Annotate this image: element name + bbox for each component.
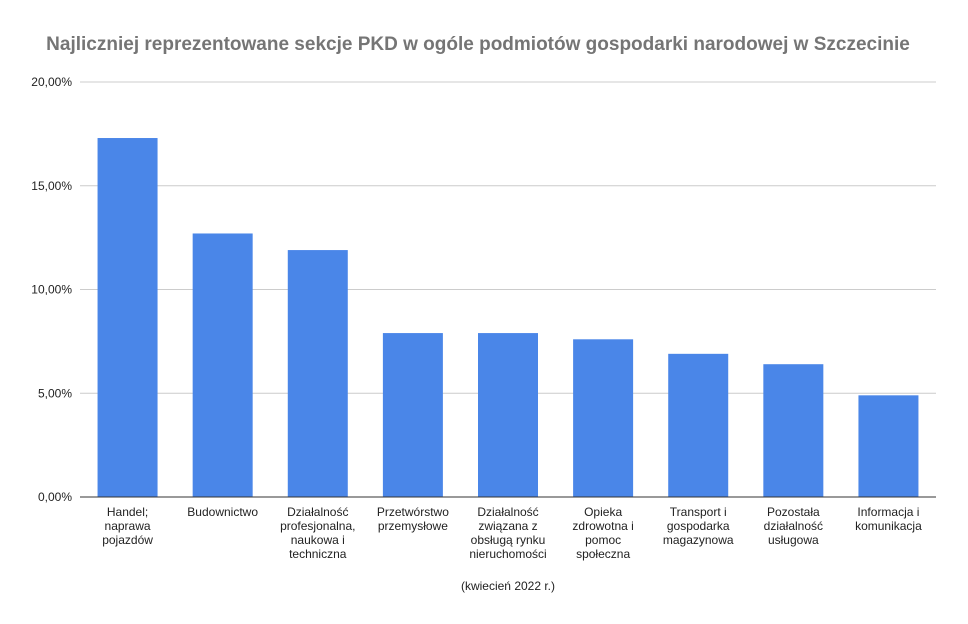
y-tick-label: 10,00% [31,283,72,297]
x-tick-label: Transport i gospodarka magazynowa [663,505,734,547]
y-tick-label: 5,00% [38,386,72,400]
x-tick-label: Opieka zdrowotna i pomoc społeczna [572,505,633,561]
x-tick-label: Działalność profesjonalna, naukowa i techni… [280,505,355,561]
bar [858,395,919,497]
bar [287,250,348,497]
x-tick-label: Działalność związana z obsługą rynku nieruc… [469,505,546,561]
bar [763,364,824,497]
bar [192,233,253,497]
x-tick-label: Budownictwo [187,505,258,519]
x-tick-label: Informacja i komunikacja [855,505,922,533]
x-axis-label: (kwiecień 2022 r.) [461,579,555,593]
bar [382,333,443,497]
x-axis-categories: Handel; naprawa pojazdów Budownictwo Działal… [102,505,922,561]
chart-title: Najliczniej reprezentowane sekcje PKD w … [46,34,910,55]
bar [97,138,158,497]
bars [97,138,919,497]
x-tick-label: Handel; naprawa pojazdów [102,505,153,547]
x-tick-label: Przetwórstwo przemysłowe [377,505,449,533]
y-tick-label: 15,00% [31,179,72,193]
y-tick-label: 20,00% [31,75,72,89]
x-tick-label: Pozostała działalność usługowa [764,505,823,547]
y-tick-label: 0,00% [38,490,72,504]
bar [573,339,634,497]
y-axis-ticks: 0,00% 5,00% 10,00% 15,00% 20,00% [31,75,72,504]
bar [668,353,729,497]
bar [478,333,538,497]
